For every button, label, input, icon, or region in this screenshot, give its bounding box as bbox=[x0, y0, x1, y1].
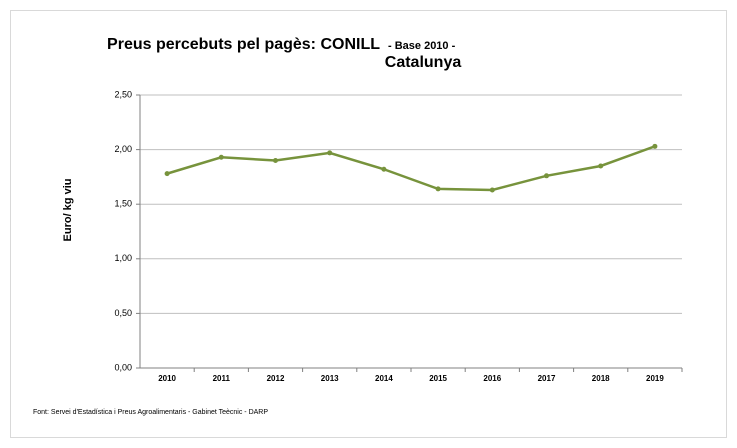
x-tick-label: 2014 bbox=[375, 374, 393, 383]
marker bbox=[327, 150, 333, 156]
x-tick-label: 2011 bbox=[213, 374, 231, 383]
y-tick-label: 2,50 bbox=[114, 89, 132, 99]
y-tick-label: 1,50 bbox=[114, 199, 132, 209]
marker bbox=[598, 163, 604, 169]
chart-title-line2: Catalunya bbox=[385, 54, 462, 71]
x-tick-label: 2015 bbox=[429, 374, 447, 383]
chart-border bbox=[10, 10, 727, 438]
marker bbox=[435, 186, 441, 192]
marker bbox=[273, 158, 278, 164]
x-tick-label: 2012 bbox=[267, 374, 285, 383]
x-tick-label: 2016 bbox=[483, 374, 501, 383]
x-tick-label: 2017 bbox=[538, 374, 556, 383]
y-tick-label: 2,00 bbox=[114, 144, 132, 154]
y-tick-label: 0,00 bbox=[114, 362, 132, 372]
line bbox=[166, 145, 656, 192]
marker bbox=[489, 187, 495, 193]
marker bbox=[381, 166, 387, 172]
chart-subtitle: - Base 2010 - bbox=[388, 40, 456, 52]
y-axis-label: Euro/ kg viu bbox=[62, 179, 74, 242]
x-tick-label: 2013 bbox=[321, 374, 339, 383]
x-tick-label: 2019 bbox=[646, 374, 664, 383]
marker bbox=[544, 173, 549, 179]
chart-title: Preus percebuts pel pagès: CONILL bbox=[107, 36, 380, 53]
marker bbox=[652, 143, 658, 149]
y-tick-label: 1,00 bbox=[114, 253, 132, 263]
x-tick-label: 2018 bbox=[592, 374, 610, 383]
x-tick-label: 2010 bbox=[158, 374, 176, 383]
marker bbox=[164, 171, 170, 177]
source-note: Font: Servei d'Estadística i Preus Agroa… bbox=[33, 409, 268, 416]
y-tick-label: 0,50 bbox=[114, 308, 132, 318]
marker bbox=[218, 154, 224, 160]
